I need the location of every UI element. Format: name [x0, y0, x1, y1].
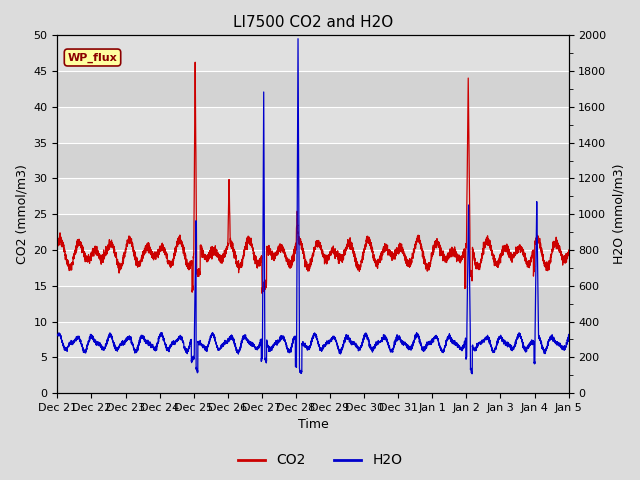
H2O [428, 338, 435, 344]
H2O [399, 341, 407, 347]
CO2 [399, 247, 407, 252]
H2O [54, 333, 61, 338]
Bar [58, 71, 568, 107]
Line: CO2: CO2 [58, 62, 568, 293]
CO2 [564, 247, 572, 253]
H2O [456, 346, 464, 351]
CO2 [54, 243, 61, 249]
Y-axis label: CO2 (mmol/m3): CO2 (mmol/m3) [15, 164, 28, 264]
CO2 [428, 250, 435, 256]
H2O [564, 332, 572, 337]
Line: H2O: H2O [58, 39, 568, 374]
Y-axis label: H2O (mmol/m3): H2O (mmol/m3) [612, 164, 625, 264]
X-axis label: Time: Time [298, 419, 328, 432]
CO2 [564, 250, 572, 255]
Bar [58, 143, 568, 179]
H2O [294, 136, 301, 142]
H2O [294, 36, 302, 42]
Legend: CO2, H2O: CO2, H2O [232, 448, 408, 473]
CO2 [258, 290, 266, 296]
Title: LI7500 CO2 and H2O: LI7500 CO2 and H2O [233, 15, 393, 30]
Text: WP_flux: WP_flux [68, 52, 117, 63]
H2O [564, 338, 572, 344]
CO2 [294, 222, 301, 228]
Bar [58, 286, 568, 322]
CO2 [456, 255, 464, 261]
Bar [58, 357, 568, 393]
CO2 [191, 60, 199, 65]
CO2 [145, 245, 153, 251]
H2O [468, 371, 476, 377]
Bar [58, 214, 568, 250]
H2O [145, 341, 153, 347]
